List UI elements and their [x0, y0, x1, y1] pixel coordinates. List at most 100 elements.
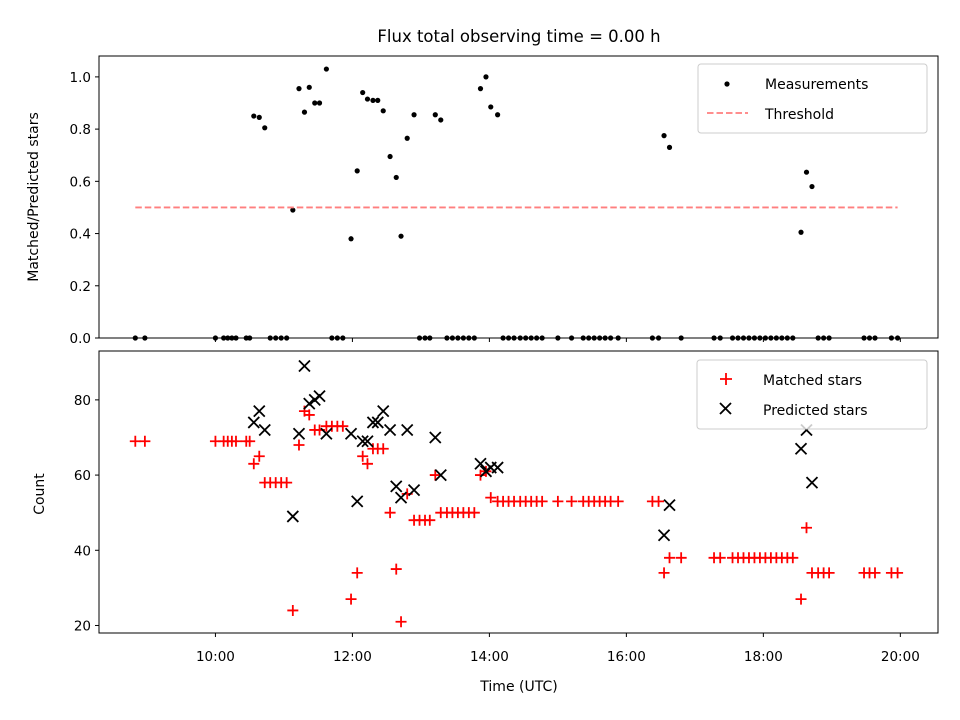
- measurement-point: [393, 174, 399, 181]
- predicted-star-point: [805, 476, 819, 489]
- predicted-star-point: [258, 423, 271, 437]
- measurement-point: [348, 236, 354, 242]
- y-tick-label: 0.4: [70, 227, 91, 243]
- predicted-star-point: [313, 389, 326, 403]
- predicted-star-point: [303, 397, 316, 410]
- predicted-star-point: [434, 468, 447, 482]
- ratio-y-axis-label: Matched/Predicted stars: [26, 112, 42, 282]
- predicted-star-point: [474, 457, 487, 470]
- matched-star-point: [869, 567, 881, 579]
- matched-star-point: [485, 492, 497, 504]
- count-y-axis-label: Count: [32, 473, 48, 515]
- measurement-point: [364, 96, 371, 102]
- predicted-star-point: [401, 423, 414, 437]
- y-tick-label: 80: [74, 393, 91, 409]
- y-tick-label: 20: [74, 618, 91, 634]
- matched-star-point: [536, 495, 548, 507]
- predicted-star-point: [394, 491, 408, 504]
- x-tick-label: 20:00: [881, 649, 920, 665]
- predicted-star-point: [286, 510, 299, 523]
- matched-star-point: [675, 552, 687, 564]
- predicted-star-point: [491, 461, 504, 474]
- x-tick-label: 10:00: [196, 649, 235, 665]
- predicted-star-point: [298, 359, 311, 373]
- count-axes-frame: [98, 350, 939, 634]
- measurement-point: [495, 112, 501, 118]
- measurement-point: [290, 207, 296, 213]
- x-tick-label: 12:00: [333, 649, 372, 665]
- matched-star-point: [345, 593, 357, 605]
- measurement-point: [312, 100, 318, 106]
- y-tick-label: 40: [74, 543, 91, 559]
- measurement-point: [798, 229, 804, 235]
- measurement-point: [488, 104, 494, 110]
- matched-star-point: [357, 450, 369, 462]
- matched-star-point: [303, 409, 315, 421]
- matched-star-point: [429, 469, 441, 481]
- matched-star-point: [351, 567, 363, 579]
- matched-star-point: [801, 522, 812, 534]
- matched-star-point: [384, 507, 396, 519]
- legend-predicted-label: Predicted stars: [763, 403, 868, 419]
- matched-star-point: [424, 514, 436, 526]
- matched-star-point: [230, 435, 242, 447]
- ratio-legend-box: [697, 63, 928, 134]
- matched-star-point: [612, 495, 624, 507]
- predicted-star-point: [356, 435, 369, 448]
- predicted-star-point: [292, 427, 306, 440]
- measurement-point: [404, 135, 410, 141]
- measurement-point: [370, 97, 376, 103]
- matched-star-point: [795, 593, 807, 605]
- y-tick-label: 0.6: [70, 174, 91, 190]
- y-tick-label: 0.8: [70, 122, 91, 138]
- predicted-star-point: [371, 416, 384, 429]
- measurement-point: [306, 84, 312, 90]
- ratio-panel: 0.0 0.2 0.4 0.6 0.8 1.0 Matched/Predicted sta…: [26, 55, 939, 347]
- predicted-star-point: [407, 483, 421, 497]
- matched-star-point: [139, 435, 151, 447]
- measurement-point: [251, 113, 257, 119]
- matched-star-point: [823, 567, 835, 579]
- measurement-point: [380, 108, 386, 114]
- predicted-star-point: [794, 442, 808, 455]
- measurement-point: [256, 114, 262, 120]
- matched-star-point: [714, 552, 726, 564]
- predicted-star-point: [351, 495, 364, 508]
- legend-measurements-marker: [724, 81, 730, 87]
- count-x-axis-label: Time (UTC): [479, 679, 557, 695]
- predicted-star-point: [429, 431, 442, 444]
- measurement-point: [438, 117, 444, 123]
- measurement-point: [483, 74, 489, 80]
- count-x-ticks: 10:00 12:00 14:00 16:00 18:00 20:00: [196, 633, 920, 665]
- measurement-point: [301, 109, 308, 115]
- ratio-axes-frame: [98, 55, 939, 339]
- measurement-point: [411, 112, 417, 118]
- ratio-x-ticks: [214, 338, 901, 342]
- matched-star-point: [468, 507, 480, 519]
- matched-star-point: [658, 567, 670, 579]
- y-tick-label: 0.2: [70, 279, 91, 295]
- ratio-marks: [132, 66, 901, 341]
- matched-star-point: [287, 604, 299, 616]
- matched-star-point: [293, 439, 305, 451]
- measurement-point: [323, 66, 329, 72]
- measurement-point: [360, 89, 366, 96]
- measurement-point: [375, 97, 381, 103]
- chart-title: Flux total observing time = 0.00 h: [377, 27, 660, 46]
- measurement-point: [398, 233, 404, 239]
- predicted-star-point: [663, 499, 676, 512]
- measurement-point: [296, 86, 302, 92]
- measurement-point: [666, 144, 673, 150]
- y-tick-label: 60: [74, 468, 91, 484]
- matched-star-point: [281, 477, 293, 489]
- predicted-star-point: [253, 405, 266, 418]
- predicted-star-point: [366, 416, 380, 429]
- predicted-star-point: [361, 435, 374, 448]
- matched-star-point: [253, 450, 265, 462]
- x-tick-label: 18:00: [744, 649, 783, 665]
- matched-star-point: [248, 458, 260, 470]
- predicted-star-point: [383, 423, 397, 437]
- measurement-point: [809, 183, 815, 190]
- measurement-point: [432, 112, 438, 118]
